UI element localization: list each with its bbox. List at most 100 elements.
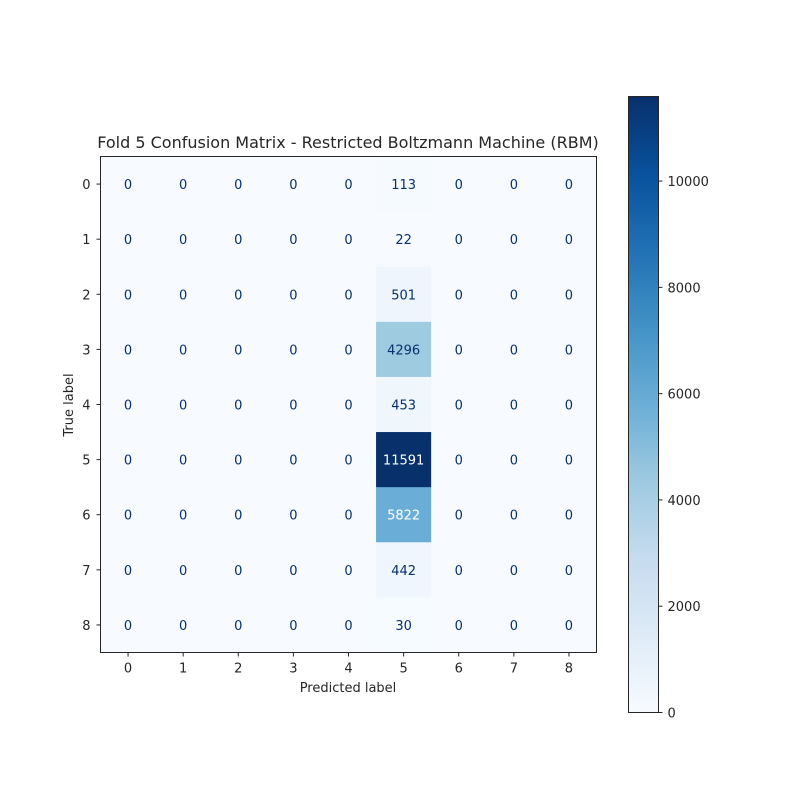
heatmap-cell — [486, 432, 542, 488]
cell-value-label: 0 — [179, 288, 187, 303]
heatmap-cell — [265, 376, 322, 433]
cell-value-label: 0 — [565, 288, 573, 303]
heatmap-cell — [431, 156, 487, 213]
cell-value-label: 0 — [510, 343, 518, 358]
heatmap-cell — [376, 266, 432, 323]
colorbar-tick-label: 2000 — [668, 600, 701, 615]
heatmap-cell — [486, 376, 542, 433]
x-tick-label: 6 — [455, 662, 463, 677]
heatmap-cell — [376, 211, 432, 268]
cell-value-label: 0 — [289, 399, 297, 414]
cell-value-label: 0 — [289, 233, 297, 248]
heatmap-cell — [431, 542, 487, 598]
heatmap-cell — [100, 542, 157, 598]
heatmap-cell — [320, 432, 377, 488]
heatmap-cell — [320, 487, 377, 543]
cell-value-label: 0 — [179, 509, 187, 524]
cell-value-label: 0 — [124, 399, 132, 414]
cell-value-label: 0 — [344, 178, 352, 193]
y-tick-label: 5 — [82, 454, 90, 469]
heatmap-cell — [100, 321, 157, 378]
cell-value-label: 0 — [344, 619, 352, 634]
cell-value-labels: 0 0 0 0 0 113 0 0 0 0 0 0 0 0 22 0 0 0 0 0 0 0 0 501 0 0 0 0 0 0 0 0 429… — [124, 178, 573, 634]
heatmap-cell — [210, 432, 267, 488]
cell-value-label: 0 — [455, 178, 463, 193]
heatmap-cell — [320, 156, 377, 213]
cell-value-label: 0 — [234, 454, 242, 469]
cell-value-label: 0 — [565, 343, 573, 358]
cell-value-label: 0 — [234, 509, 242, 524]
cell-value-label: 0 — [344, 343, 352, 358]
colorbar-tick-label: 8000 — [668, 281, 701, 296]
cell-value-label: 0 — [565, 619, 573, 634]
cell-value-label: 442 — [391, 564, 416, 579]
y-axis-ticks: 0 1 2 3 4 5 6 7 8 — [82, 178, 101, 634]
cell-value-label: 0 — [179, 564, 187, 579]
cell-value-label: 30 — [395, 619, 412, 634]
heatmap-cell — [265, 321, 322, 378]
heatmap-cell — [486, 487, 542, 543]
cell-value-label: 0 — [510, 399, 518, 414]
cell-value-label: 0 — [124, 454, 132, 469]
y-tick-label: 1 — [82, 233, 90, 248]
heatmap-cell — [265, 156, 322, 213]
cell-value-label: 0 — [124, 619, 132, 634]
heatmap-cell — [100, 376, 157, 433]
cell-value-label: 0 — [510, 509, 518, 524]
cell-value-label: 0 — [565, 399, 573, 414]
cell-value-label: 0 — [234, 343, 242, 358]
heatmap-cell — [541, 432, 597, 488]
cell-value-label: 0 — [124, 288, 132, 303]
x-tick-label: 2 — [234, 662, 242, 677]
cell-value-label: 0 — [234, 619, 242, 634]
cell-value-label: 0 — [455, 343, 463, 358]
cell-value-label: 0 — [289, 454, 297, 469]
heatmap-cell — [155, 321, 212, 378]
x-tick-label: 8 — [565, 662, 573, 677]
cell-value-label: 0 — [455, 399, 463, 414]
cell-value-label: 0 — [234, 399, 242, 414]
cell-value-label: 0 — [179, 178, 187, 193]
cell-value-label: 0 — [234, 564, 242, 579]
heatmap-cell — [320, 266, 377, 323]
heatmap-cell — [431, 432, 487, 488]
heatmap-cell — [376, 432, 432, 488]
cell-value-label: 0 — [510, 564, 518, 579]
heatmap-cell — [210, 542, 267, 598]
heatmap-cell — [100, 487, 157, 543]
y-tick-label: 2 — [82, 288, 90, 303]
cell-value-label: 0 — [289, 178, 297, 193]
heatmap-cell — [486, 597, 542, 653]
cell-value-label: 0 — [565, 454, 573, 469]
y-tick-label: 3 — [82, 343, 90, 358]
cell-value-label: 0 — [179, 343, 187, 358]
cell-value-label: 22 — [395, 233, 412, 248]
heatmap-cell — [265, 487, 322, 543]
colorbar — [628, 96, 659, 713]
cell-value-label: 0 — [124, 509, 132, 524]
heatmap-cell — [376, 597, 432, 653]
cell-value-label: 0 — [124, 343, 132, 358]
heatmap-cell — [486, 156, 542, 213]
colorbar-tick-label: 4000 — [668, 494, 701, 509]
heatmap-cell — [265, 266, 322, 323]
cell-value-label: 0 — [455, 619, 463, 634]
heatmap-cell — [541, 487, 597, 543]
cell-value-label: 0 — [455, 509, 463, 524]
cell-value-label: 0 — [289, 343, 297, 358]
y-tick-label: 8 — [82, 619, 90, 634]
cell-value-label: 0 — [565, 509, 573, 524]
heatmap-cell — [431, 376, 487, 433]
heatmap-cell — [155, 211, 212, 268]
heatmap-cell — [210, 266, 267, 323]
heatmap-cell — [320, 211, 377, 268]
heatmap-cell — [265, 542, 322, 598]
cell-value-label: 0 — [179, 454, 187, 469]
cell-value-label: 0 — [289, 619, 297, 634]
cell-value-label: 0 — [179, 233, 187, 248]
cell-value-label: 0 — [455, 454, 463, 469]
heatmap-cell — [541, 321, 597, 378]
x-tick-label: 5 — [399, 662, 407, 677]
cell-value-label: 0 — [455, 288, 463, 303]
